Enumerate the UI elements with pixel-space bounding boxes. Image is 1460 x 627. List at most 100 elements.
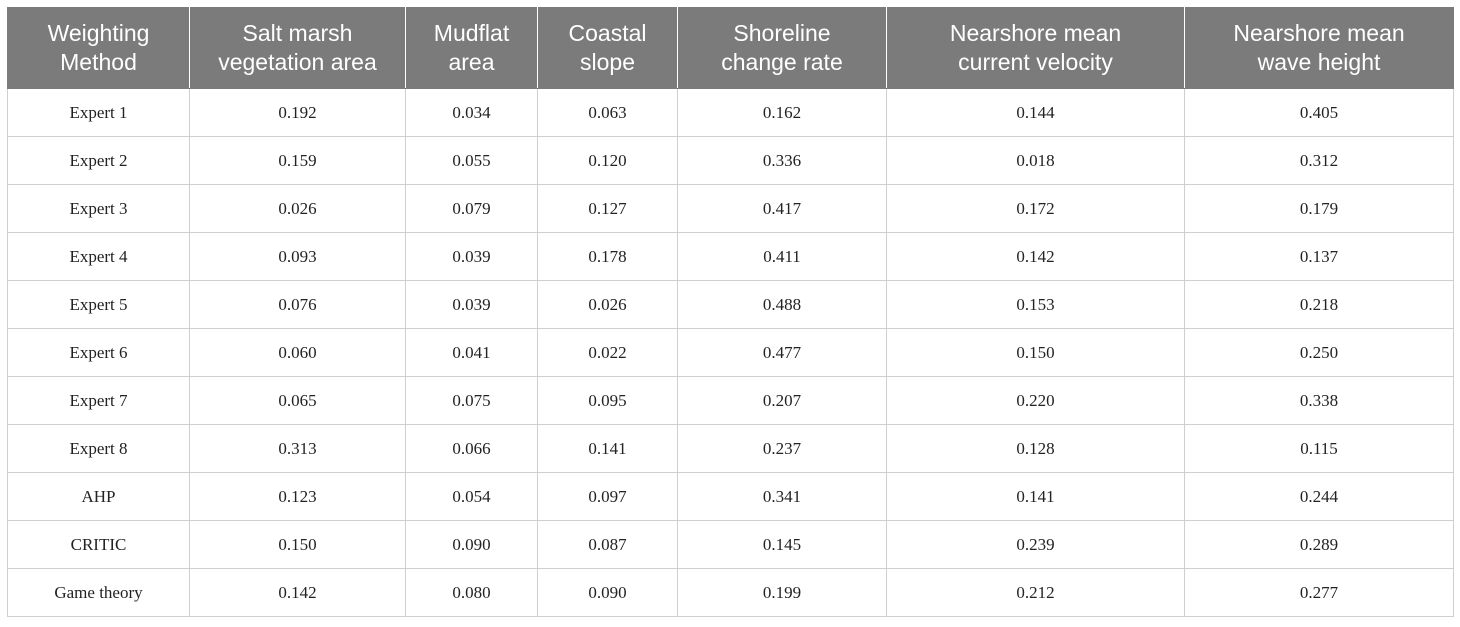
row-label: Expert 6 xyxy=(7,328,190,377)
header-line: current velocity xyxy=(958,49,1113,75)
table-cell: 0.179 xyxy=(1184,184,1454,233)
table-cell: 0.289 xyxy=(1184,520,1454,569)
table-cell: 0.477 xyxy=(677,328,887,377)
table-cell: 0.026 xyxy=(189,184,406,233)
table-cell: 0.145 xyxy=(677,520,887,569)
header-line: area xyxy=(448,49,495,75)
table-cell: 0.220 xyxy=(886,376,1185,425)
table-cell: 0.075 xyxy=(405,376,538,425)
table-cell: 0.137 xyxy=(1184,232,1454,281)
header-line: Nearshore mean xyxy=(949,20,1122,46)
table-cell: 0.065 xyxy=(189,376,406,425)
table-cell: 0.060 xyxy=(189,328,406,377)
table-row: Expert 7 0.065 0.075 0.095 0.207 0.220 0… xyxy=(7,376,1454,425)
row-label: Game theory xyxy=(7,568,190,617)
header-line: Mudflat xyxy=(433,20,510,46)
table-cell: 0.341 xyxy=(677,472,887,521)
row-label: Expert 1 xyxy=(7,88,190,137)
table-cell: 0.250 xyxy=(1184,328,1454,377)
table-cell: 0.207 xyxy=(677,376,887,425)
table-cell: 0.097 xyxy=(537,472,678,521)
table-cell: 0.090 xyxy=(405,520,538,569)
table-cell: 0.338 xyxy=(1184,376,1454,425)
table-cell: 0.212 xyxy=(886,568,1185,617)
header-nearshore-mean-wave-height: Nearshore mean wave height xyxy=(1184,7,1454,89)
table-cell: 0.153 xyxy=(886,280,1185,329)
header-line: Weighting xyxy=(47,20,150,46)
table-cell: 0.120 xyxy=(537,136,678,185)
table-cell: 0.055 xyxy=(405,136,538,185)
table-cell: 0.405 xyxy=(1184,88,1454,137)
row-label: Expert 2 xyxy=(7,136,190,185)
table-cell: 0.488 xyxy=(677,280,887,329)
table-cell: 0.080 xyxy=(405,568,538,617)
table-cell: 0.063 xyxy=(537,88,678,137)
header-line: Shoreline xyxy=(733,20,831,46)
header-line: wave height xyxy=(1257,49,1381,75)
table-cell: 0.144 xyxy=(886,88,1185,137)
header-line: slope xyxy=(580,49,635,75)
header-line: change rate xyxy=(721,49,843,75)
table-cell: 0.313 xyxy=(189,424,406,473)
header-line: Nearshore mean xyxy=(1233,20,1405,46)
table-row: Expert 3 0.026 0.079 0.127 0.417 0.172 0… xyxy=(7,184,1454,233)
table-header: Weighting Method Salt marsh vegetation are… xyxy=(7,7,1454,89)
table-cell: 0.142 xyxy=(886,232,1185,281)
table-cell: 0.093 xyxy=(189,232,406,281)
table-cell: 0.141 xyxy=(537,424,678,473)
table-row: Expert 5 0.076 0.039 0.026 0.488 0.153 0… xyxy=(7,280,1454,329)
table-cell: 0.026 xyxy=(537,280,678,329)
table-cell: 0.162 xyxy=(677,88,887,137)
table-row: Expert 8 0.313 0.066 0.141 0.237 0.128 0… xyxy=(7,424,1454,473)
header-line: Salt marsh xyxy=(242,20,353,46)
table-cell: 0.123 xyxy=(189,472,406,521)
table-cell: 0.076 xyxy=(189,280,406,329)
table-row: Expert 6 0.060 0.041 0.022 0.477 0.150 0… xyxy=(7,328,1454,377)
table-cell: 0.115 xyxy=(1184,424,1454,473)
table-row: CRITIC 0.150 0.090 0.087 0.145 0.239 0.2… xyxy=(7,520,1454,569)
header-mudflat-area: Mudflat area xyxy=(405,7,538,89)
table-cell: 0.218 xyxy=(1184,280,1454,329)
header-line: Method xyxy=(60,49,137,75)
table-cell: 0.022 xyxy=(537,328,678,377)
header-shoreline-change-rate: Shoreline change rate xyxy=(677,7,887,89)
table-cell: 0.087 xyxy=(537,520,678,569)
table-cell: 0.090 xyxy=(537,568,678,617)
row-label: AHP xyxy=(7,472,190,521)
table-cell: 0.336 xyxy=(677,136,887,185)
table-cell: 0.239 xyxy=(886,520,1185,569)
header-line: Coastal xyxy=(568,20,647,46)
table-cell: 0.411 xyxy=(677,232,887,281)
table-cell: 0.018 xyxy=(886,136,1185,185)
table-cell: 0.277 xyxy=(1184,568,1454,617)
row-label: Expert 7 xyxy=(7,376,190,425)
table-cell: 0.150 xyxy=(189,520,406,569)
row-label: Expert 3 xyxy=(7,184,190,233)
table-body: Expert 1 0.192 0.034 0.063 0.162 0.144 0… xyxy=(7,88,1454,617)
table-cell: 0.159 xyxy=(189,136,406,185)
row-label: CRITIC xyxy=(7,520,190,569)
table-row: AHP 0.123 0.054 0.097 0.341 0.141 0.244 xyxy=(7,472,1454,521)
table-cell: 0.034 xyxy=(405,88,538,137)
weights-table: Weighting Method Salt marsh vegetation are… xyxy=(7,7,1454,617)
table-cell: 0.079 xyxy=(405,184,538,233)
table-cell: 0.237 xyxy=(677,424,887,473)
table-cell: 0.244 xyxy=(1184,472,1454,521)
table-cell: 0.141 xyxy=(886,472,1185,521)
header-nearshore-mean-current-velocity: Nearshore mean current velocity xyxy=(886,7,1185,89)
header-salt-marsh-vegetation-area: Salt marsh vegetation area xyxy=(189,7,406,89)
header-row: Weighting Method Salt marsh vegetation are… xyxy=(7,7,1454,89)
header-weighting-method: Weighting Method xyxy=(7,7,190,89)
row-label: Expert 8 xyxy=(7,424,190,473)
table-cell: 0.041 xyxy=(405,328,538,377)
weights-table-container: Weighting Method Salt marsh vegetation are… xyxy=(7,7,1454,617)
table-cell: 0.150 xyxy=(886,328,1185,377)
table-cell: 0.127 xyxy=(537,184,678,233)
table-cell: 0.178 xyxy=(537,232,678,281)
table-row: Expert 2 0.159 0.055 0.120 0.336 0.018 0… xyxy=(7,136,1454,185)
table-row: Expert 4 0.093 0.039 0.178 0.411 0.142 0… xyxy=(7,232,1454,281)
table-cell: 0.095 xyxy=(537,376,678,425)
table-cell: 0.172 xyxy=(886,184,1185,233)
table-cell: 0.128 xyxy=(886,424,1185,473)
table-cell: 0.192 xyxy=(189,88,406,137)
